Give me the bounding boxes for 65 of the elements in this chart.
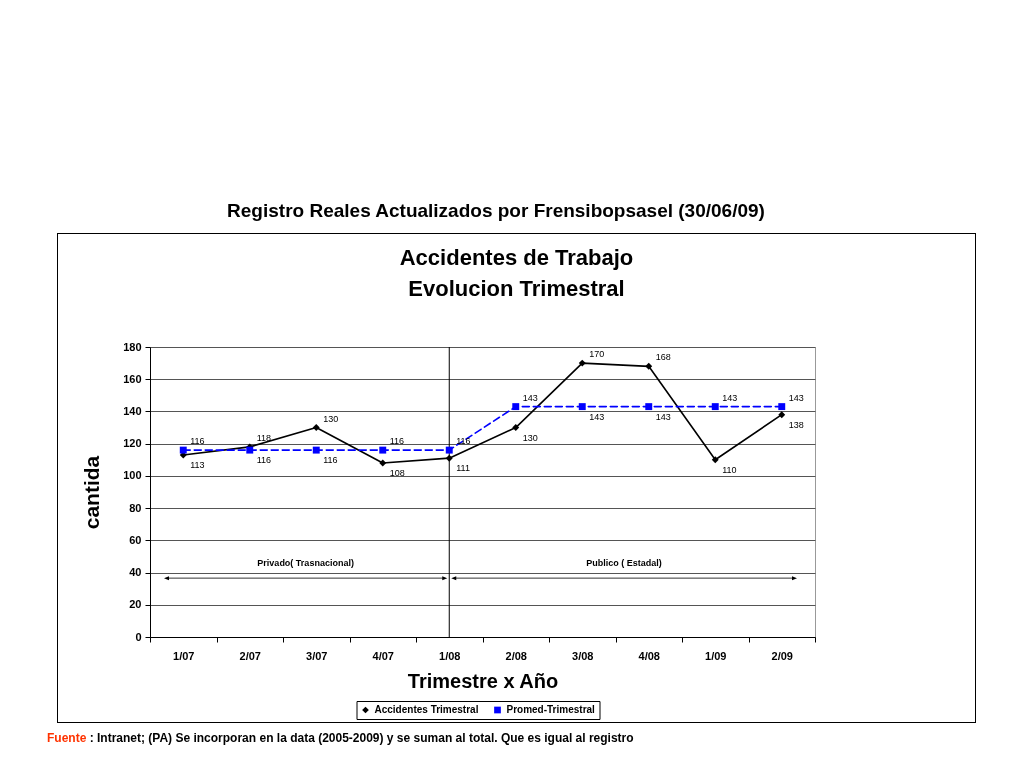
point (179, 446, 187, 454)
y-tick-label: 40 (129, 566, 142, 579)
point (578, 403, 586, 411)
y-tick-label: 100 (123, 469, 142, 482)
point (512, 424, 520, 432)
point (711, 403, 719, 411)
x-tick-label: 2/07 (239, 649, 261, 662)
legend-label: Accidentes Trimestral (374, 704, 479, 715)
x-tick-label: 4/07 (372, 649, 394, 662)
data-label: 110 (722, 464, 737, 475)
data-label: 170 (589, 349, 605, 360)
data-label: 116 (256, 455, 272, 466)
data-label: 116 (389, 436, 405, 447)
y-tick-label: 0 (135, 630, 142, 643)
y-tick-label: 60 (129, 533, 142, 546)
y-axis-title: cantida (80, 455, 104, 530)
x-tick-label: 3/07 (306, 649, 328, 662)
data-label: 138 (788, 419, 804, 430)
data-label: 130 (522, 432, 538, 443)
point (645, 362, 653, 370)
point (578, 359, 586, 367)
data-label: 143 (522, 392, 538, 403)
point (445, 454, 453, 462)
point (778, 411, 786, 419)
x-tick-label: 1/09 (705, 649, 727, 662)
annotation: Privado( Trasnacional) (257, 558, 354, 569)
data-label: 116 (190, 436, 205, 447)
data-label: 143 (655, 411, 671, 422)
x-tick-label: 1/07 (173, 649, 195, 662)
data-label: 116 (456, 436, 471, 447)
point (778, 403, 786, 411)
x-tick-label: 1/08 (439, 649, 461, 662)
data-label: 111 (456, 463, 470, 474)
annotation: Publico ( Estadal) (586, 558, 662, 569)
point (312, 424, 320, 432)
data-label: 108 (389, 468, 405, 478)
x-tick-label: 2/09 (771, 649, 793, 662)
x-tick-label: 3/08 (572, 649, 594, 662)
data-label: 116 (323, 455, 338, 466)
data-label: 118 (256, 432, 272, 443)
data-label: 143 (722, 392, 738, 403)
y-tick-label: 80 (129, 501, 142, 514)
source-note: Fuente : Intranet; (PA) Se incorporan en la data (2005-2009) y se suman al total. Que es igual al registro (47, 731, 634, 745)
y-tick-label: 180 (123, 340, 142, 353)
point (379, 459, 387, 467)
y-tick-label: 20 (129, 598, 142, 611)
x-tick-label: 4/08 (638, 649, 660, 662)
data-label: 143 (589, 411, 605, 422)
point (645, 403, 653, 411)
legend-label: Promed-Trimestral (506, 704, 596, 715)
x-axis-title: Trimestre x Año (407, 669, 559, 692)
y-tick-label: 120 (123, 437, 142, 450)
data-label: 130 (323, 413, 339, 424)
chart-subtitle: Registro Reales Actualizados por Frensibopsasel (30/06/09) (227, 200, 765, 222)
point (312, 446, 320, 454)
y-tick-label: 160 (123, 372, 142, 385)
point (379, 446, 387, 454)
point (445, 446, 453, 454)
point (512, 403, 520, 411)
y-tick-label: 140 (123, 404, 142, 417)
chart-title: Accidentes de Trabajo Evolucion Trimestral (399, 245, 634, 301)
x-tick-label: 2/08 (505, 649, 527, 662)
data-label: 168 (655, 352, 671, 363)
data-label: 143 (788, 392, 804, 403)
data-label: 113 (190, 459, 205, 470)
